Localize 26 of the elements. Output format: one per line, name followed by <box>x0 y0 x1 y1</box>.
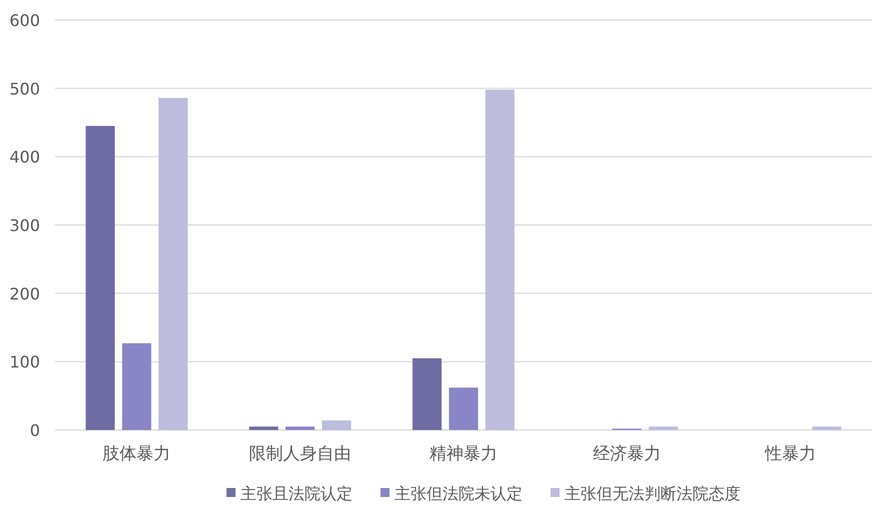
x-tick-label: 精神暴力 <box>430 444 498 464</box>
x-tick-label: 限制人身自由 <box>249 444 352 464</box>
legend-label: 主张且法院认定 <box>240 484 352 503</box>
y-tick-label: 0 <box>30 421 40 440</box>
bar <box>158 98 188 430</box>
legend-label: 主张但无法判断法院态度 <box>564 484 740 503</box>
bar <box>412 358 442 430</box>
bar <box>286 426 315 430</box>
x-tick-label: 性暴力 <box>764 444 816 464</box>
y-tick-label: 300 <box>9 216 40 235</box>
bar <box>485 90 514 430</box>
x-tick-label: 肢体暴力 <box>102 444 171 464</box>
bar <box>86 126 115 430</box>
x-tick-label: 经济暴力 <box>592 444 661 464</box>
y-tick-label: 500 <box>9 79 40 98</box>
y-tick-label: 600 <box>9 11 40 30</box>
bar <box>648 426 678 430</box>
legend-label: 主张但法院未认定 <box>394 484 522 503</box>
y-tick-label: 400 <box>9 148 40 167</box>
bar <box>448 388 478 430</box>
bar <box>122 343 152 430</box>
y-tick-label: 200 <box>9 284 40 304</box>
bar <box>812 426 842 430</box>
y-tick-label: 100 <box>9 352 40 372</box>
bar <box>249 426 278 430</box>
bar <box>322 420 352 430</box>
